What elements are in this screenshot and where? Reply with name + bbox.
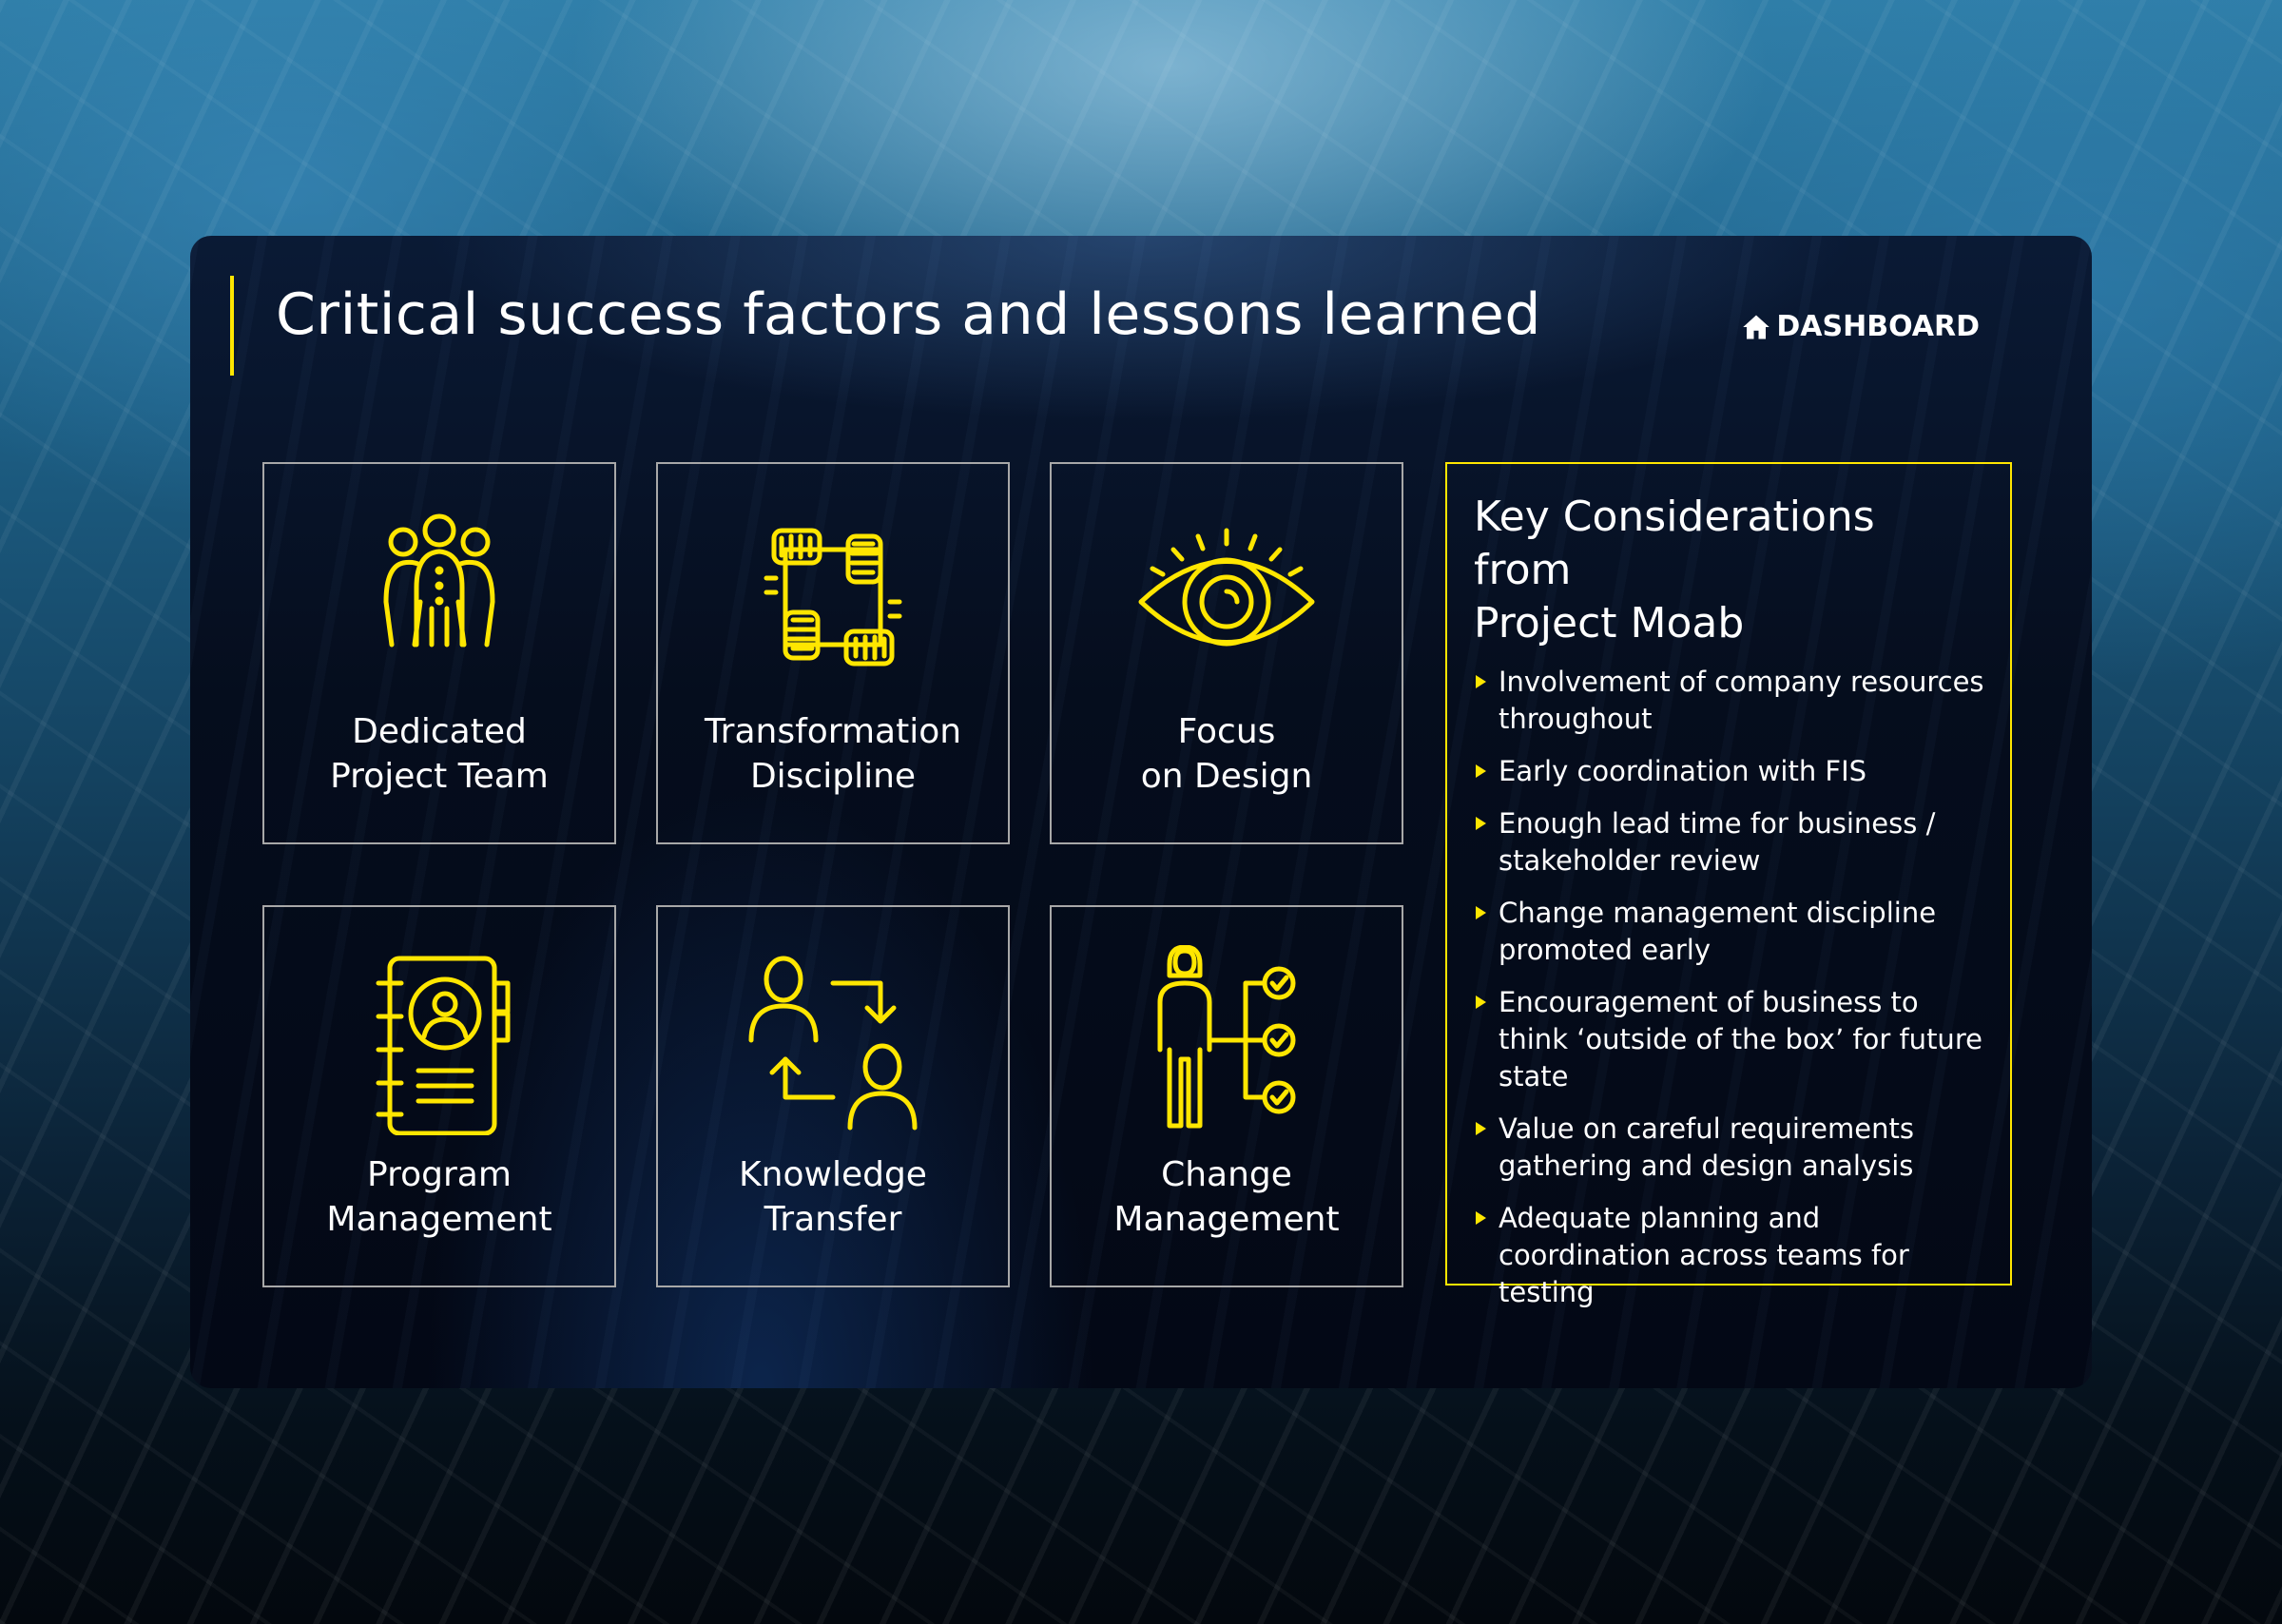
- key-considerations-list: Involvement of company resources through…: [1474, 664, 1985, 1311]
- eye-icon: [1138, 528, 1315, 647]
- home-icon: [1743, 315, 1770, 338]
- list-item: Involvement of company resources through…: [1474, 664, 1985, 738]
- tile-label: Knowledge Transfer: [739, 1155, 927, 1239]
- contact-book-icon: [376, 956, 511, 1135]
- dashboard-link[interactable]: DASHBOARD: [1742, 310, 1980, 343]
- list-item: Value on careful requirements gathering …: [1474, 1111, 1985, 1185]
- team-icon: [383, 513, 495, 648]
- tile-transformation-discipline[interactable]: Transformation Discipline: [656, 462, 1010, 844]
- key-considerations-box: Key Considerations from Project Moab Inv…: [1445, 462, 2012, 1308]
- tile-knowledge-transfer[interactable]: Knowledge Transfer: [656, 905, 1010, 1287]
- exchange-people-icon: [748, 956, 918, 1131]
- page-title: Critical success factors and lessons lea…: [276, 281, 1541, 348]
- tile-label: Change Management: [1113, 1155, 1340, 1239]
- list-item: Encouragement of business to think ‘outs…: [1474, 984, 1985, 1095]
- list-item: Change management discipline promoted ea…: [1474, 895, 1985, 969]
- tile-focus-on-design[interactable]: Focus on Design: [1050, 462, 1403, 844]
- linked-arms-icon: [764, 528, 902, 667]
- person-checklist-icon: [1157, 945, 1296, 1129]
- slide-panel: Critical success factors and lessons lea…: [190, 236, 2092, 1388]
- list-item: Adequate planning and coordination acros…: [1474, 1200, 1985, 1311]
- tile-change-management[interactable]: Change Management: [1050, 905, 1403, 1287]
- key-considerations-title: Key Considerations from Project Moab: [1474, 493, 1875, 648]
- tile-dedicated-project-team[interactable]: Dedicated Project Team: [262, 462, 616, 844]
- tile-label: Focus on Design: [1140, 712, 1313, 796]
- tile-program-management[interactable]: Program Management: [262, 905, 616, 1287]
- title-accent-bar: [230, 276, 234, 376]
- tile-label: Dedicated Project Team: [330, 712, 549, 796]
- tile-label: Program Management: [326, 1155, 552, 1239]
- list-item: Enough lead time for business / stakehol…: [1474, 805, 1985, 880]
- tile-label: Transformation Discipline: [704, 712, 962, 796]
- dashboard-label: DASHBOARD: [1776, 310, 1980, 343]
- list-item: Early coordination with FIS: [1474, 753, 1985, 790]
